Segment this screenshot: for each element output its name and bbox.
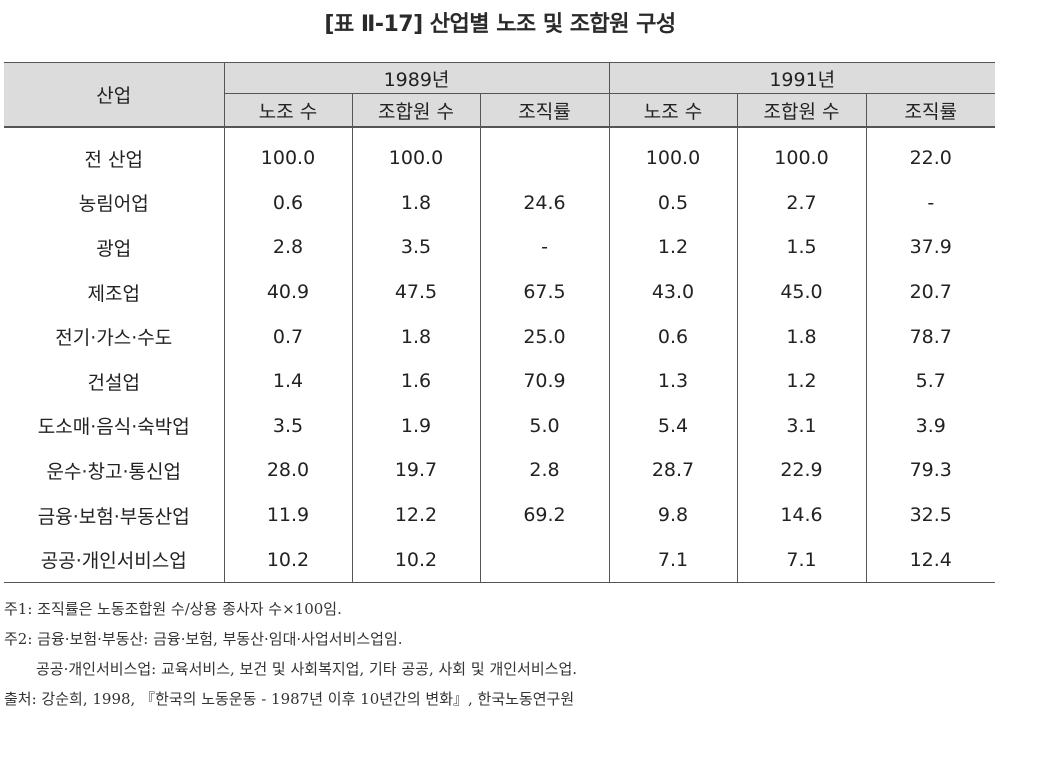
value-cell: 12.2	[351, 492, 480, 538]
industry-cell: 제조업	[87, 282, 140, 305]
note-1: 주1: 조직률은 노동조합원 수/상용 종사자 수×100임.	[4, 600, 342, 618]
value-cell: 1.5	[736, 225, 866, 270]
header-industry: 산업	[4, 62, 224, 128]
value-cell: 1.8	[351, 180, 480, 226]
value-cell: 3.5	[351, 225, 480, 270]
industry-cell: 광업	[96, 237, 132, 260]
value-cell: 100.0	[736, 127, 866, 181]
industry-cell: 농림어업	[78, 193, 149, 216]
value-cell: 12.4	[865, 537, 996, 583]
header-row-columns: 노조 수 조합원 수 조직률 노조 수 조합원 수 조직률	[4, 93, 996, 128]
value-cell: 1.6	[351, 358, 480, 404]
industry-union-table: 산업 1989년 1991년 노조 수 조합원 수 조직률 노조 수 조합원 수…	[4, 62, 996, 583]
value-cell	[479, 537, 609, 583]
value-cell: 22.0	[865, 127, 996, 181]
value-cell: 9.8	[608, 492, 737, 538]
value-cell: -	[865, 180, 996, 226]
header-year-1991: 1991년	[608, 62, 996, 94]
value-cell: 1.3	[608, 358, 737, 404]
table-row: 도소매·음식·숙박업 3.5 1.9 5.0 5.4 3.1 3.9	[4, 403, 996, 449]
value-cell: 3.5	[223, 403, 352, 449]
note-2: 주2: 금융·보험·부동산: 금융·보험, 부동산·임대·사업서비스업임.	[4, 630, 403, 648]
industry-cell: 공공·개인서비스업	[4, 537, 224, 583]
value-cell: 2.7	[736, 180, 866, 226]
industry-cell: 건설업	[87, 371, 140, 394]
value-cell: 3.9	[865, 403, 996, 449]
header-row-years: 산업 1989년 1991년	[4, 62, 996, 128]
table-row: 제조업 40.9 47.5 67.5 43.0 45.0 20.7	[4, 269, 996, 315]
value-cell: 22.9	[736, 448, 866, 493]
value-cell: 70.9	[479, 358, 609, 404]
industry-cell: 전기·가스·수도	[55, 327, 173, 350]
table-row: 공공·개인서비스업 10.2 10.2 7.1 7.1 12.4	[4, 537, 996, 583]
header-members-1991: 조합원 수	[736, 93, 866, 128]
value-cell: 28.7	[608, 448, 737, 493]
value-cell: 5.4	[608, 403, 737, 449]
value-cell: 7.1	[608, 537, 737, 583]
table-row: 광업 2.8 3.5-1.2 1.5 37.9	[4, 225, 996, 270]
value-cell: -	[479, 225, 609, 270]
value-cell: 28.0	[223, 448, 352, 493]
table-row: 금융·보험·부동산업 11.9 12.2 69.2 9.8 14.6 32.5	[4, 492, 996, 538]
table-row: 전기·가스·수도 0.7 1.8 25.0 0.6 1.8 78.7	[4, 314, 996, 359]
value-cell: 47.5	[351, 269, 480, 315]
header-unions-1991: 노조 수	[608, 93, 737, 128]
value-cell: 5.7	[865, 358, 996, 404]
value-cell: 43.0	[608, 269, 737, 315]
value-cell: 45.0	[736, 269, 866, 315]
source-note: 출처: 강순희, 1998, 『한국의 노동운동 - 1987년 이후 10년간…	[4, 690, 575, 708]
value-cell: 0.6	[223, 180, 352, 226]
industry-cell: 전 산업	[84, 148, 143, 171]
table-row: 건설업 1.4 1.6 70.9 1.3 1.2 5.7	[4, 358, 996, 404]
value-cell: 1.2	[608, 225, 737, 270]
value-cell: 0.6	[608, 314, 737, 359]
value-cell: 10.2	[223, 537, 352, 583]
value-cell: 37.9	[865, 225, 996, 270]
value-cell: 7.1	[736, 537, 866, 583]
value-cell: 1.9	[351, 403, 480, 449]
value-cell: 40.9	[223, 269, 352, 315]
value-cell: 24.6	[479, 180, 609, 226]
value-cell: 0.5	[608, 180, 737, 226]
value-cell: 100.0	[351, 127, 480, 181]
header-rate-1989: 조직률	[479, 93, 609, 128]
table-row: 운수·창고·통신업 28.0 19.7 2.8 28.7 22.9 79.3	[4, 448, 996, 493]
value-cell: 67.5	[479, 269, 609, 315]
value-cell: 100.0	[223, 127, 352, 181]
table-title: [표 Ⅱ-17] 산업별 노조 및 조합원 구성	[324, 12, 676, 37]
value-cell: 0.7	[223, 314, 352, 359]
table-notes: 주1: 조직률은 노동조합원 수/상용 종사자 수×100임. 주2: 금융·보…	[4, 594, 1004, 714]
value-cell: 20.7	[865, 269, 996, 315]
industry-cell: 도소매·음식·숙박업	[37, 416, 190, 439]
value-cell: 2.8	[223, 225, 352, 270]
value-cell: 5.0	[479, 403, 609, 449]
header-members-1989: 조합원 수	[351, 93, 480, 128]
value-cell: 1.4	[223, 358, 352, 404]
value-cell: 32.5	[865, 492, 996, 538]
value-cell: 78.7	[865, 314, 996, 359]
value-cell: 11.9	[223, 492, 352, 538]
value-cell: 79.3	[865, 448, 996, 493]
value-cell: 2.8	[479, 448, 609, 493]
value-cell: 1.8	[736, 314, 866, 359]
value-cell: 100.0	[608, 127, 737, 181]
value-cell: 1.8	[351, 314, 480, 359]
value-cell	[479, 127, 609, 181]
value-cell: 25.0	[479, 314, 609, 359]
value-cell: 69.2	[479, 492, 609, 538]
industry-cell: 금융·보험·부동산업	[37, 505, 190, 528]
header-year-1989: 1989년	[223, 62, 609, 94]
value-cell: 14.6	[736, 492, 866, 538]
table-body: 전 산업 100.0 100.0 100.0 100.0 22.0 농림어업 0.6 1.8 24…	[4, 127, 996, 583]
header-unions-1989: 노조 수	[223, 93, 352, 128]
value-cell: 10.2	[351, 537, 480, 583]
table-row: 전 산업 100.0 100.0 100.0 100.0 22.0	[4, 127, 996, 181]
table-row: 농림어업 0.6 1.8 24.6 0.5 2.7-	[4, 180, 996, 226]
value-cell: 3.1	[736, 403, 866, 449]
industry-cell: 운수·창고·통신업	[46, 460, 181, 483]
value-cell: 1.2	[736, 358, 866, 404]
note-2-continued: 공공·개인서비스업: 교육서비스, 보건 및 사회복지업, 기타 공공, 사회 …	[36, 660, 578, 678]
value-cell: 19.7	[351, 448, 480, 493]
header-rate-1991: 조직률	[865, 93, 996, 128]
